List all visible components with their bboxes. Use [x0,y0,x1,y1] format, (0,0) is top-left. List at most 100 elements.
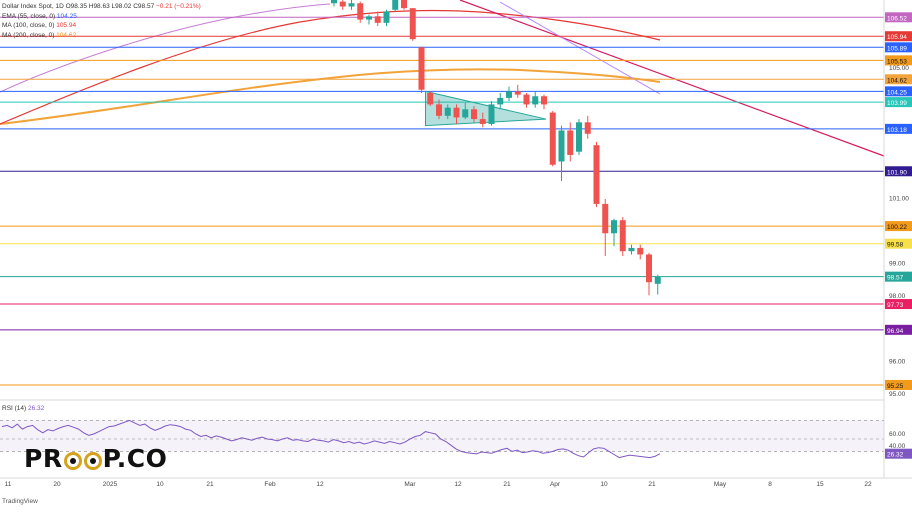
ma100-label: MA (100, close, 0) [2,22,55,29]
candle-body [479,119,486,124]
level-label-box [885,42,912,53]
candle-body [427,92,434,105]
logo-text-left: PR [24,444,63,473]
rsi-label: RSI (14) [2,405,27,412]
rsi-value-label: 26.32 [887,452,904,459]
level-label-box [885,166,912,177]
level-label: 104.62 [887,77,907,84]
candle-body [523,94,530,105]
level-label-box [885,97,912,108]
level-label: 105.53 [887,58,907,65]
candle-body [646,254,652,283]
moving-averages [0,0,885,157]
candle-body [409,8,416,40]
horizontal-levels: 106.52 105.94 105.89 105.53 104.62 104.25 103.… [0,12,912,390]
rsi-legend: RSI (14) 26.32 [2,405,44,412]
time-tick-label: 8 [768,481,772,488]
ema-label: EMA (55, close, 0) [2,12,56,20]
ema-value: 104.25 [56,12,77,20]
candle-body [357,3,364,20]
time-tick-label: 10 [156,481,164,488]
candle-body [532,96,539,105]
rsi-value: 26.32 [28,405,45,412]
level-label-box [885,221,912,232]
time-tick-label: 10 [600,481,608,488]
price-tick-label: 98.00 [889,293,906,300]
ma200-label: MA (200, close, 0) [2,31,55,39]
time-tick-label: 15 [816,481,824,488]
candle-body [488,104,495,124]
candle-body [444,107,451,116]
level-label: 97.73 [887,302,904,309]
candle-body [383,11,390,23]
ma200-value: 104.62 [56,31,77,39]
level-label: 103.18 [887,127,907,134]
level-label: 96.94 [887,328,904,335]
rsi-pane: 60.00 40.00 26.32 [0,419,912,459]
rsi-tick-label: 60.00 [889,431,906,438]
time-tick-label: Feb [264,481,276,488]
brand-text: TradingView [2,498,38,505]
legend-ma100: MA (100, close, 0) 105.94 [2,21,201,31]
candle-body [611,220,617,234]
level-label: 95.25 [887,383,904,390]
time-tick-label: 12 [454,481,462,488]
ema-line [0,3,331,93]
candle-body [514,91,521,95]
time-tick-label: 20 [53,481,61,488]
time-axis: 11 20 2025 10 21 Feb 12 Mar 12 21 Apr 10 21 May 8 15 22 [5,481,872,488]
candle-body [392,0,399,10]
level-label: 98.57 [887,275,904,282]
time-tick-label: 12 [316,481,324,488]
legend-change: −0.21 (−0.21%) [156,3,201,10]
candle-body [418,47,425,90]
price-tick-label: 101.00 [889,195,909,202]
level-label: 106.52 [887,15,907,22]
candle-body [637,247,644,255]
level-label-box [885,12,912,23]
candle-body [471,109,477,120]
candle-body [576,122,582,152]
time-tick-label: 21 [206,481,214,488]
time-tick-label: May [714,481,727,488]
candle-body [497,97,504,105]
level-label: 105.89 [887,45,907,52]
level-label-box [885,299,912,310]
level-label-box [885,55,912,66]
ma100-line [0,9,661,125]
candle-body [401,0,407,9]
legend-open: O98.35 [65,3,87,10]
price-tick-label: 105.00 [889,65,909,72]
price-tick-label: 95.00 [889,391,906,398]
time-tick-label: Apr [550,481,561,488]
candle-body [602,203,609,234]
ma200-line [0,68,661,125]
level-label-box [885,238,912,249]
level-label: 104.25 [887,89,907,96]
legend-ema: EMA (55, close, 0) 104.25 [2,12,201,22]
time-tick-label: Mar [404,481,416,488]
level-label-box [885,324,912,335]
level-label-box [885,123,912,134]
candle-body [374,16,381,23]
level-label-box [885,86,912,97]
level-label-box [885,379,912,390]
candle-body [549,112,556,165]
candle-body [339,1,346,7]
time-tick-label: 11 [5,481,12,488]
legend-ma200: MA (200, close, 0) 104.62 [2,31,201,41]
candle-body [331,0,337,4]
candle-body [558,130,565,162]
rsi-line [1,419,661,459]
candle-body [567,130,574,155]
candle-body [366,16,372,20]
candle-body [462,109,469,118]
logo-eye-icon [63,452,82,470]
watermark-logo: PR P.CO [24,444,167,473]
logo-text-right: P.CO [102,444,168,473]
chart-legend: Dollar Index Spot, 1D O98.35 H98.63 L98.… [2,2,201,40]
legend-ohlc: Dollar Index Spot, 1D O98.35 H98.63 L98.… [2,2,201,12]
candle-body [453,107,460,118]
time-tick-label: 21 [648,481,656,488]
